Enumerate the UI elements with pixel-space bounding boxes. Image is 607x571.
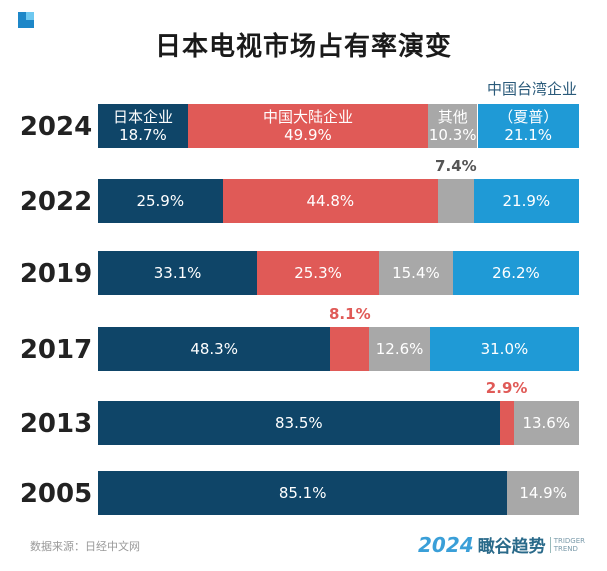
brand-logo: 2024 瞰谷趋势 TRIDGER TREND xyxy=(418,532,585,558)
year-label: 2019 xyxy=(19,259,93,289)
data-label: 31.0% xyxy=(480,340,529,358)
year-label: 2017 xyxy=(19,335,93,365)
data-label: 25.9% xyxy=(136,192,185,210)
bar-segment-japan: 25.9% xyxy=(98,179,223,223)
bar-segment-taiwan: （夏普） 21.1% xyxy=(477,104,579,148)
brand-year: 2024 xyxy=(418,532,474,557)
bar-segment-other: 其他 10.3% xyxy=(427,104,478,148)
chart-title: 日本电视市场占有率演变 xyxy=(154,32,452,62)
series-name-label: 中国大陆企业 xyxy=(262,108,353,126)
data-label: 44.8% xyxy=(306,192,355,210)
brand-en: TRIDGER TREND xyxy=(549,536,585,553)
bar-segment-other xyxy=(438,179,474,223)
bar-segment-china: 中国大陆企业 49.9% xyxy=(187,104,428,148)
bar-segment-japan: 85.1% xyxy=(98,471,508,515)
data-label: 25.3% xyxy=(294,264,342,282)
brand-en-line: TREND xyxy=(553,544,578,553)
series-name-label: 其他 xyxy=(437,108,468,126)
brand-name: 瞰谷趋势 xyxy=(477,537,546,557)
series-name-label: （夏普） xyxy=(498,108,559,126)
bar-segment-china xyxy=(330,327,370,371)
data-label: 8.1% xyxy=(328,305,371,323)
data-label: 10.3% xyxy=(428,126,477,144)
bar-segment-japan: 83.5% xyxy=(98,401,500,445)
data-label: 15.4% xyxy=(392,264,440,282)
bar-segment-other: 14.9% xyxy=(507,471,579,515)
brand-en-line: TRIDGER xyxy=(553,536,585,545)
data-label: 18.7% xyxy=(119,126,167,144)
data-label: 85.1% xyxy=(278,484,327,502)
year-label: 2005 xyxy=(19,479,93,509)
data-label: 49.9% xyxy=(284,126,332,144)
taiwan-legend-label: 中国台湾企业 xyxy=(486,80,577,98)
data-label: 26.2% xyxy=(492,264,540,282)
bar-segment-other: 13.6% xyxy=(513,401,579,445)
bar-segment-other: 15.4% xyxy=(378,251,453,295)
data-label: 83.5% xyxy=(274,414,323,432)
data-label: 21.9% xyxy=(502,192,551,210)
year-label: 2013 xyxy=(19,409,93,439)
bar-segment-japan: 日本企业 18.7% xyxy=(98,104,188,148)
bar-segment-taiwan: 21.9% xyxy=(473,179,579,223)
bar-segment-other: 12.6% xyxy=(369,327,430,371)
bar-segment-japan: 33.1% xyxy=(98,251,258,295)
data-label: 2.9% xyxy=(485,379,528,397)
bar-segment-china: 44.8% xyxy=(222,179,439,223)
data-label: 48.3% xyxy=(190,340,238,358)
data-label: 12.6% xyxy=(375,340,424,358)
series-name-label: 日本企业 xyxy=(112,108,173,126)
bar-segment-china: 25.3% xyxy=(257,251,379,295)
data-label: 14.9% xyxy=(519,484,567,502)
bar-segment-taiwan: 26.2% xyxy=(452,251,579,295)
source-note: 数据来源：日经中文网 xyxy=(30,540,140,553)
year-label: 2024 xyxy=(19,112,93,142)
bar-segment-china xyxy=(499,401,514,445)
data-label: 7.4% xyxy=(435,157,477,175)
data-label: 33.1% xyxy=(153,264,202,282)
bar-segment-japan: 48.3% xyxy=(98,327,331,371)
data-label: 13.6% xyxy=(522,414,571,432)
year-label: 2022 xyxy=(19,187,93,217)
bar-segment-taiwan: 31.0% xyxy=(429,327,579,371)
corner-mark-icon xyxy=(18,12,34,28)
data-label: 21.1% xyxy=(504,126,553,144)
